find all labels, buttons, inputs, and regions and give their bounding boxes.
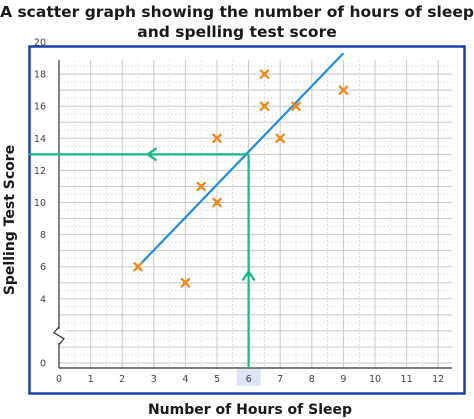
data-point [212, 133, 222, 144]
x-tick-label: 7 [277, 374, 283, 385]
fit-line [137, 52, 345, 268]
chart-title-line-2: and spelling test score [137, 23, 337, 41]
y-tick-label: 18 [34, 70, 46, 81]
x-tick-label: 9 [340, 374, 346, 385]
x-tick-label: 6 [246, 374, 252, 385]
x-tick-label: 12 [432, 374, 444, 385]
data-point [259, 101, 270, 111]
x-tick-label: 4 [182, 374, 188, 385]
x-tick-label: 0 [56, 374, 62, 385]
y-tick-label: 12 [34, 166, 46, 177]
data-point [275, 133, 285, 144]
x-tick-label: 5 [214, 374, 220, 385]
data-point [212, 197, 222, 208]
data-point [291, 101, 301, 111]
y-tick-label: 14 [34, 134, 46, 145]
reading-lines [29, 147, 256, 368]
y-axis-title: Spelling Test Score [2, 145, 18, 295]
x-tick-label: 1 [88, 374, 94, 385]
y-tick-label: 8 [40, 230, 46, 241]
axes [53, 60, 452, 369]
y-tick-labels: 0 4 6 8 10 12 14 16 18 20 [34, 38, 46, 370]
data-points [133, 69, 349, 288]
x-axis-title: Number of Hours of Sleep [148, 402, 352, 418]
data-point [180, 277, 191, 288]
x-tick-label: 10 [369, 374, 381, 385]
chart-title: A scatter graph showing the number of ho… [0, 2, 474, 42]
y-tick-label: 6 [40, 262, 46, 273]
x-tick-highlight [236, 369, 261, 386]
line-of-best-fit [137, 52, 345, 268]
arrow-up-icon [241, 270, 256, 282]
y-axis-break-icon [53, 326, 65, 346]
x-tick-label: 3 [151, 374, 157, 385]
data-point [259, 69, 270, 79]
x-tick-label: 2 [119, 374, 125, 385]
x-tick-labels: 0 1 2 3 4 5 6 7 8 9 10 11 12 [56, 374, 444, 385]
data-point [338, 85, 349, 95]
y-tick-label: 0 [40, 359, 46, 370]
y-tick-label: 10 [34, 198, 46, 209]
x-tick-label: 11 [401, 374, 413, 385]
data-point [133, 261, 143, 272]
y-tick-label: 16 [34, 102, 46, 113]
arrow-left-icon [146, 147, 158, 162]
chart-frame [28, 45, 466, 395]
chart-title-line-1: A scatter graph showing the number of ho… [0, 3, 474, 21]
y-tick-label: 20 [34, 38, 46, 49]
x-tick-label: 8 [309, 374, 315, 385]
data-point [196, 181, 206, 192]
y-tick-label: 4 [40, 294, 46, 305]
